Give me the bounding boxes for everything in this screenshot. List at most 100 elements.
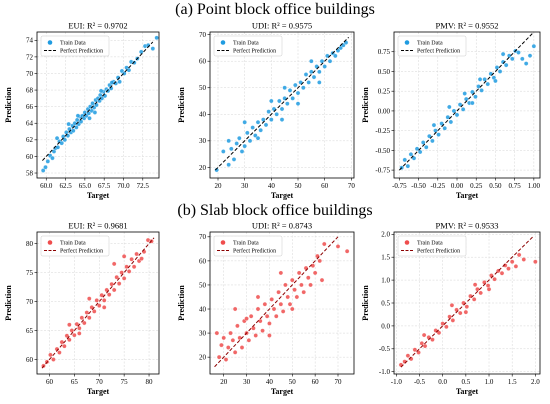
data-point bbox=[226, 138, 231, 144]
x-tick-label: 62.5 bbox=[59, 182, 72, 190]
chart-title: UDI: R² = 0.8743 bbox=[252, 221, 312, 231]
section-title-slab-block: (b) Slab block office buildings bbox=[177, 202, 373, 219]
plot-frame bbox=[393, 231, 541, 375]
data-point bbox=[509, 259, 515, 265]
data-point bbox=[232, 306, 238, 312]
y-tick-label: 60 bbox=[26, 356, 34, 364]
x-tick-label: -1.0 bbox=[391, 378, 403, 386]
y-tick-label: 2.0 bbox=[381, 231, 390, 239]
data-point bbox=[282, 85, 287, 91]
legend-label-perfect: Perfect Prediction bbox=[60, 248, 103, 255]
data-point bbox=[154, 35, 159, 41]
data-point bbox=[253, 333, 258, 338]
x-tick-label: 1.0 bbox=[485, 378, 494, 386]
x-tick-label: 50 bbox=[289, 378, 297, 386]
data-point bbox=[520, 56, 525, 62]
y-tick-label: 0.75 bbox=[378, 48, 391, 56]
y-tick-label: 0.0 bbox=[381, 322, 390, 330]
data-point bbox=[460, 107, 466, 112]
data-point bbox=[475, 286, 480, 292]
data-point bbox=[444, 324, 449, 330]
y-tick-label: 65 bbox=[26, 327, 34, 335]
data-point bbox=[96, 303, 102, 308]
data-point bbox=[126, 269, 132, 274]
data-point bbox=[261, 117, 266, 122]
data-point bbox=[114, 274, 119, 280]
data-point bbox=[521, 257, 527, 262]
legend-label-train: Train Data bbox=[60, 41, 86, 47]
perfect-prediction-line bbox=[399, 31, 535, 171]
data-point bbox=[121, 71, 127, 76]
x-tick-label: 0.50 bbox=[489, 182, 502, 190]
data-point bbox=[412, 347, 418, 352]
x-tick-label: 0.5 bbox=[461, 378, 470, 386]
data-point bbox=[87, 315, 92, 321]
data-point bbox=[463, 96, 469, 102]
data-point bbox=[278, 270, 284, 276]
legend-label-perfect: Perfect Prediction bbox=[417, 48, 460, 55]
data-point bbox=[322, 241, 327, 247]
data-point bbox=[274, 313, 279, 319]
data-point bbox=[77, 325, 82, 331]
data-point bbox=[111, 261, 117, 267]
data-point bbox=[470, 89, 475, 95]
data-point bbox=[279, 106, 285, 112]
data-point bbox=[344, 248, 350, 254]
x-axis-label: Target bbox=[87, 387, 110, 396]
data-point bbox=[121, 254, 127, 259]
legend-label-perfect: Perfect Prediction bbox=[417, 248, 460, 255]
y-tick-label: -0.75 bbox=[375, 167, 390, 175]
y-tick-label: 20 bbox=[199, 164, 207, 172]
y-tick-label: 68 bbox=[26, 86, 34, 94]
legend-marker-train bbox=[220, 40, 226, 45]
data-point bbox=[74, 117, 80, 123]
y-axis-label: Prediction bbox=[177, 285, 186, 321]
data-point bbox=[109, 281, 114, 287]
y-tick-label: 40 bbox=[199, 111, 207, 119]
x-tick-label: -0.50 bbox=[411, 182, 426, 190]
data-point bbox=[116, 281, 122, 286]
data-point bbox=[132, 60, 137, 65]
data-point bbox=[479, 88, 484, 93]
y-tick-label: 50 bbox=[199, 84, 207, 92]
x-tick-label: 60 bbox=[312, 378, 320, 386]
y-tick-label: 72 bbox=[26, 53, 34, 61]
data-point bbox=[278, 301, 284, 307]
data-point bbox=[126, 67, 132, 73]
data-point bbox=[258, 318, 263, 324]
data-point bbox=[269, 297, 274, 302]
data-point bbox=[121, 276, 127, 281]
data-point bbox=[476, 84, 481, 89]
y-tick-label: 70 bbox=[199, 31, 207, 39]
data-point bbox=[299, 282, 304, 288]
data-point bbox=[287, 301, 293, 307]
x-tick-label: 20 bbox=[215, 182, 223, 190]
x-tick-label: 67.5 bbox=[98, 182, 111, 190]
y-tick-label: 0.5 bbox=[381, 299, 390, 307]
plot-frame bbox=[209, 31, 355, 179]
data-point bbox=[306, 275, 311, 281]
y-axis-label: Prediction bbox=[361, 87, 370, 123]
y-tick-label: 66 bbox=[26, 103, 34, 111]
data-point bbox=[255, 294, 261, 300]
data-point bbox=[138, 49, 144, 55]
data-point bbox=[255, 306, 261, 312]
data-point bbox=[494, 65, 500, 70]
data-point bbox=[450, 318, 456, 323]
data-point bbox=[506, 266, 511, 271]
y-tick-label: 62 bbox=[26, 136, 34, 144]
data-point bbox=[228, 330, 233, 336]
data-point bbox=[106, 292, 112, 297]
y-tick-label: 0.50 bbox=[378, 68, 391, 76]
y-tick-label: 1.5 bbox=[381, 254, 390, 262]
data-point bbox=[253, 133, 258, 138]
data-point bbox=[232, 350, 238, 355]
data-point bbox=[59, 140, 64, 146]
y-tick-label: 75 bbox=[26, 269, 34, 277]
data-point bbox=[277, 98, 282, 104]
data-point bbox=[303, 72, 309, 77]
